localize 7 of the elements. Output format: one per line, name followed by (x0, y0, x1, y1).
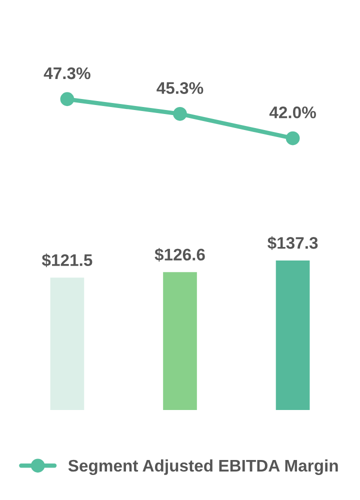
legend-label: Segment Adjusted EBITDA Margin (68, 459, 338, 475)
data-label: $126.6 (154, 248, 205, 262)
data-label: 47.3% (44, 67, 90, 80)
data-label: $137.3 (268, 236, 318, 250)
data-label: 45.3% (156, 82, 204, 94)
data-label: 42.0% (269, 106, 316, 118)
data-label: $121.5 (42, 254, 92, 268)
